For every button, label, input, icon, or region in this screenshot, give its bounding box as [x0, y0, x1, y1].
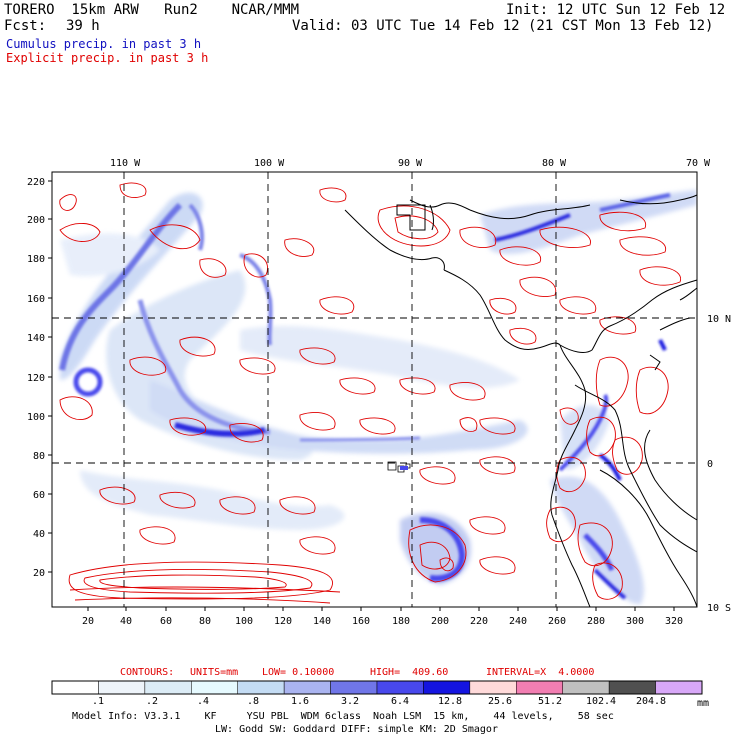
colorbar-label: 12.8 — [438, 696, 462, 707]
y-tick-label: 120 — [27, 373, 45, 384]
contour-high: HIGH= 409.60 — [370, 667, 449, 678]
colorbar-label: 6.4 — [391, 696, 409, 707]
lat-label: 10 N — [707, 314, 731, 325]
colorbar-label: .1 — [92, 696, 104, 707]
contour-units: UNITS=mm — [190, 667, 239, 678]
colorbar-label: 3.2 — [341, 696, 359, 707]
x-tick-label: 240 — [509, 616, 527, 627]
init-time: Init: 12 UTC Sun 12 Feb 12 — [506, 2, 726, 18]
x-tick-label: 100 — [235, 616, 253, 627]
colorbar-label: .4 — [197, 696, 209, 707]
lon-label: 70 W — [686, 158, 711, 169]
colorbar-swatch — [51, 680, 99, 695]
y-tick-label: 220 — [27, 177, 45, 188]
valid-time: Valid: 03 UTC Tue 14 Feb 12 (21 CST Mon … — [292, 18, 714, 34]
colorbar-label: .8 — [247, 696, 259, 707]
contour-low: LOW= 0.10000 — [262, 667, 335, 678]
explicit-legend: Explicit precip. in past 3 h — [6, 51, 209, 65]
x-tick-label: 200 — [431, 616, 449, 627]
x-tick-label: 220 — [470, 616, 488, 627]
y-tick-label: 180 — [27, 254, 45, 265]
y-tick-label: 140 — [27, 333, 45, 344]
fcst-label: Fcst: — [4, 18, 47, 34]
colorbar-swatch — [191, 680, 238, 695]
map-field — [59, 182, 697, 605]
lon-label: 100 W — [254, 158, 285, 169]
contour-info-label: CONTOURS: — [120, 667, 175, 678]
cumulus-precip-shading — [60, 190, 697, 605]
x-tick-label: 40 — [120, 616, 132, 627]
y-tick-label: 20 — [33, 568, 45, 579]
x-tick-label: 300 — [626, 616, 644, 627]
x-tick-label: 120 — [274, 616, 292, 627]
lat-label: 10 S — [707, 603, 731, 614]
colorbar-label: 1.6 — [291, 696, 309, 707]
lon-label: 80 W — [542, 158, 567, 169]
x-tick-label: 160 — [352, 616, 370, 627]
y-tick-label: 40 — [33, 529, 45, 540]
lon-label: 110 W — [110, 158, 141, 169]
cumulus-legend: Cumulus precip. in past 3 h — [6, 37, 202, 51]
lon-label: 90 W — [398, 158, 423, 169]
cumulus-precip-cores — [59, 193, 671, 600]
colorbar-label: 102.4 — [586, 696, 616, 707]
colorbar-label: 204.8 — [636, 696, 666, 707]
lat-label: 0 — [707, 459, 713, 470]
colorbar-swatch — [516, 680, 563, 695]
axis-ticks — [48, 180, 675, 611]
x-axis-labels: 20 40 60 80 100 120 140 160 180 200 220 … — [82, 616, 683, 627]
map-frame — [51, 171, 698, 608]
y-tick-label: 60 — [33, 490, 45, 501]
colorbar-swatch — [423, 680, 471, 695]
fcst-hours: 39 h — [66, 18, 100, 34]
colorbar-swatch — [469, 680, 517, 695]
colorbar-frame — [51, 680, 703, 695]
physics-info: LW: Godd SW: Goddard DIFF: simple KM: 2D… — [215, 724, 498, 735]
model-title: TORERO 15km ARW Run2 NCAR/MMM — [4, 2, 300, 18]
x-tick-label: 260 — [548, 616, 566, 627]
x-tick-label: 80 — [199, 616, 211, 627]
colorbar-swatch — [562, 680, 610, 695]
colorbar-swatch — [237, 680, 285, 695]
galapagos-precip — [400, 466, 408, 470]
x-tick-label: 280 — [587, 616, 605, 627]
colorbar-swatch — [376, 680, 424, 695]
colorbar-swatch — [283, 680, 331, 695]
colorbar — [51, 680, 703, 695]
colorbar-swatch — [144, 680, 192, 695]
colorbar-label: 51.2 — [538, 696, 562, 707]
colorbar-unit: mm — [697, 698, 709, 709]
colorbar-labels: .1 .2 .4 .8 1.6 3.2 6.4 12.8 25.6 51.2 1… — [92, 696, 666, 707]
x-tick-label: 140 — [313, 616, 331, 627]
colorbar-swatch — [608, 680, 656, 695]
x-tick-label: 320 — [665, 616, 683, 627]
colorbar-label: 25.6 — [488, 696, 512, 707]
colorbar-swatch — [330, 680, 378, 695]
y-tick-label: 160 — [27, 294, 45, 305]
y-tick-label: 80 — [33, 451, 45, 462]
y-tick-label: 200 — [27, 215, 45, 226]
explicit-precip-contours — [59, 182, 681, 604]
contour-interval: INTERVAL=X 4.0000 — [486, 667, 595, 678]
x-tick-label: 20 — [82, 616, 94, 627]
model-info: Model Info: V3.3.1 KF YSU PBL WDM 6class… — [72, 711, 614, 722]
colorbar-label: .2 — [146, 696, 158, 707]
x-tick-label: 180 — [392, 616, 410, 627]
colorbar-swatch — [98, 680, 146, 695]
y-axis-labels: 220 200 180 160 140 120 100 80 60 40 20 — [27, 177, 45, 579]
coastlines — [344, 194, 698, 608]
x-tick-label: 60 — [160, 616, 172, 627]
colorbar-swatch — [655, 680, 703, 695]
lat-lon-grid — [52, 172, 697, 607]
y-tick-label: 100 — [27, 412, 45, 423]
